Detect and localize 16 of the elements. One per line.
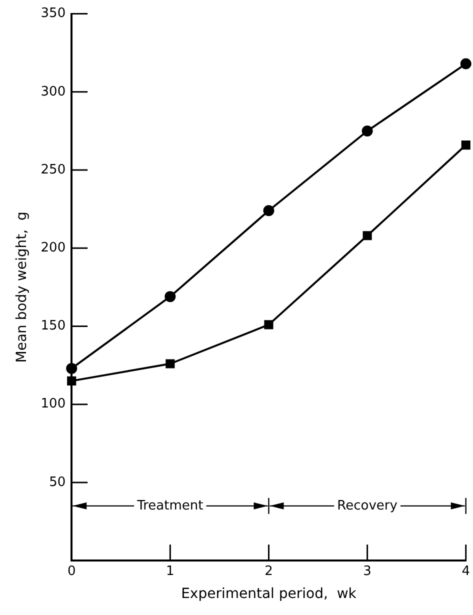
annotation: Treatment <box>136 498 204 514</box>
y-tick-label: 200 <box>40 240 66 256</box>
x-tick-label: 3 <box>363 564 372 579</box>
x-tick-label: 4 <box>462 564 470 579</box>
y-tick-label: 50 <box>49 474 66 490</box>
annotation: Recovery <box>337 498 398 514</box>
x-tick-label: 0 <box>67 564 76 579</box>
x-axis-title: Experimental period, wk <box>181 586 358 602</box>
x-tick-label: 1 <box>166 564 174 579</box>
y-tick-label: 350 <box>40 6 66 22</box>
y-tick-label: 150 <box>40 318 66 334</box>
y-tick-label: 300 <box>40 84 66 100</box>
y-tick-label: 250 <box>40 162 66 178</box>
x-tick-label: 2 <box>264 564 273 579</box>
y-axis-title: Mean body weight, g <box>14 212 30 363</box>
y-tick-label: 100 <box>40 396 66 412</box>
